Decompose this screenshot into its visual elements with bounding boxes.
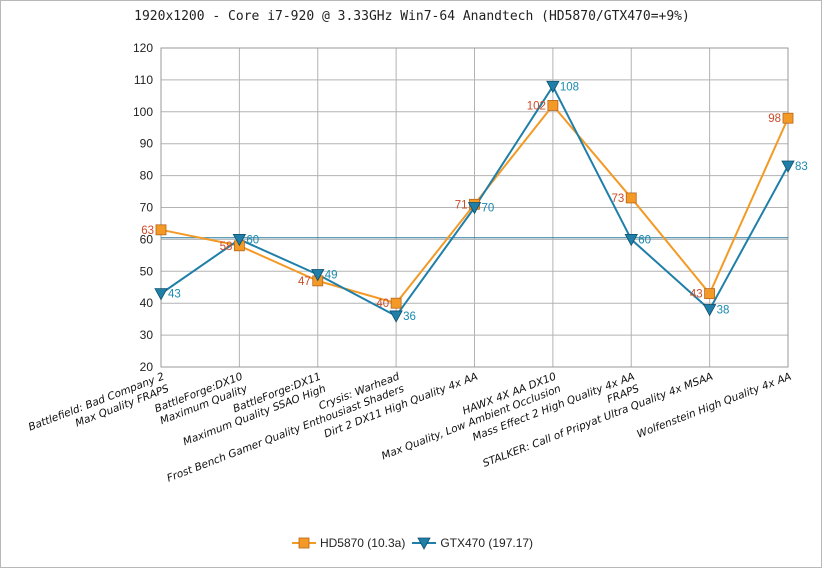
y-tick-label: 110 <box>134 73 153 87</box>
legend-item-hd5870: HD5870 (10.3a) <box>291 536 405 550</box>
gtx470-data-label: 60 <box>638 234 651 246</box>
hd5870-data-label: 98 <box>768 113 781 125</box>
gtx470-data-label: 83 <box>795 161 808 173</box>
hd5870-data-label: 43 <box>690 289 703 301</box>
hd5870-data-label: 40 <box>376 298 389 310</box>
gtx470-point <box>389 310 403 323</box>
legend-label-gtx470: GTX470 (197.17) <box>440 536 534 550</box>
hd5870-data-label: 47 <box>298 276 311 288</box>
y-tick-label: 60 <box>140 232 154 246</box>
gtx470-data-label: 108 <box>560 81 579 93</box>
gtx470-data-label: 43 <box>168 289 181 301</box>
hd5870-data-label: 102 <box>527 100 546 112</box>
chart-title: 1920x1200 - Core i7-920 @ 3.33GHz Win7-6… <box>134 9 690 24</box>
hd5870-data-label: 73 <box>611 193 624 205</box>
gtx470-point <box>311 269 325 282</box>
y-tick-label: 30 <box>140 328 154 342</box>
y-tick-label: 50 <box>140 264 154 278</box>
gtx470-data-label: 49 <box>325 269 338 281</box>
hd5870-data-label: 58 <box>220 241 233 253</box>
hd5870-data-label: 63 <box>141 225 154 237</box>
gtx470-point <box>546 80 560 94</box>
hd5870-point <box>704 288 716 300</box>
y-tick-label: 40 <box>140 296 154 310</box>
gtx470-point <box>467 202 482 215</box>
y-tick-label: 20 <box>140 360 154 374</box>
gtx470-data-label: 60 <box>246 234 259 246</box>
legend-label-hd5870: HD5870 (10.3a) <box>319 536 406 550</box>
y-tick-label: 90 <box>140 137 154 151</box>
hd5870-point <box>547 100 559 111</box>
y-tick-label: 80 <box>140 169 154 183</box>
legend-swatch-hd5870 <box>291 537 316 549</box>
gtx470-data-label: 38 <box>717 305 730 317</box>
hd5870-point <box>390 297 402 309</box>
gtx470-point <box>624 233 638 247</box>
legend-swatch-gtx470 <box>412 537 437 550</box>
gtx470-point <box>232 233 247 247</box>
y-tick-label: 120 <box>133 41 153 55</box>
gtx470-point <box>781 160 795 173</box>
gtx470-data-label: 70 <box>482 203 495 215</box>
hd5870-point <box>782 112 794 124</box>
gtx470-point <box>154 288 168 301</box>
gtx470-data-label: 36 <box>403 311 416 323</box>
gtx470-point <box>702 304 717 317</box>
hd5870-point <box>155 224 167 236</box>
y-tick-label: 70 <box>140 201 154 215</box>
hd5870-data-label: 71 <box>455 199 468 211</box>
legend-item-gtx470: GTX470 (197.17) <box>411 536 533 550</box>
plot-area-border <box>160 47 789 368</box>
hd5870-point <box>625 192 637 204</box>
chart-legend: HD5870 (10.3a) GTX470 (197.17) <box>1 536 822 550</box>
y-tick-label: 100 <box>133 105 153 119</box>
